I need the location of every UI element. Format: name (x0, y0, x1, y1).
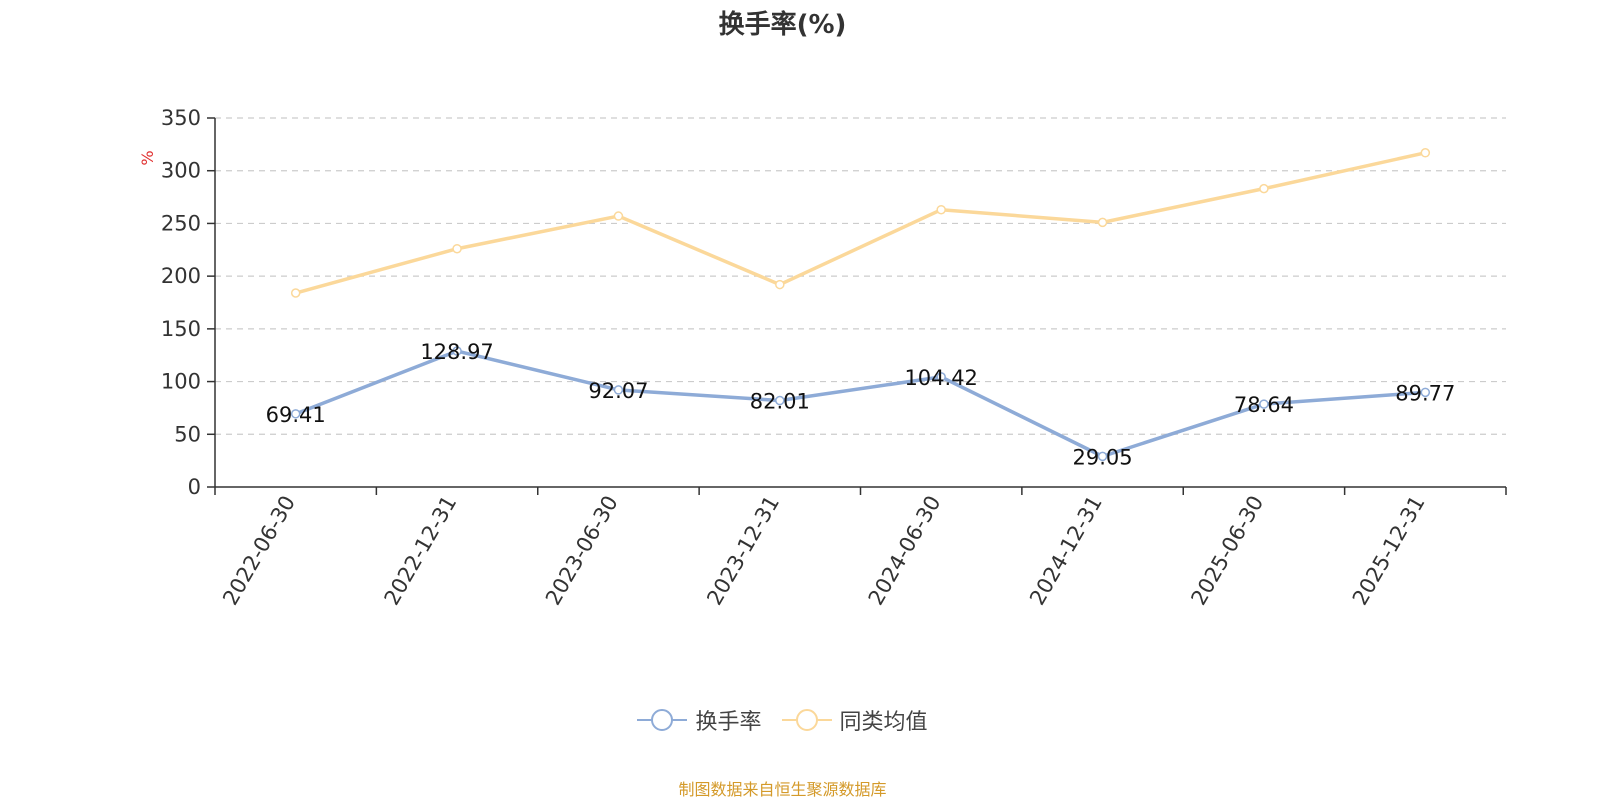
legend-label-turnover: 换手率 (695, 710, 762, 735)
data-point-peer-average (1259, 183, 1269, 194)
x-tick-label: 2023-06-30 (541, 492, 623, 610)
data-point-peer-average (452, 243, 462, 254)
data-point-turnover (1097, 451, 1108, 462)
data-label-turnover: 128.97 (420, 340, 493, 364)
x-tick-label: 2025-06-30 (1186, 492, 1268, 610)
y-tick-label: 50 (174, 422, 201, 446)
data-point-turnover (452, 346, 462, 356)
y-tick-label: 300 (161, 159, 201, 183)
data-point-turnover (290, 409, 301, 419)
x-tick-label: 2022-06-30 (218, 492, 300, 610)
legend-item-turnover[interactable]: 换手率 (637, 704, 762, 736)
data-point-peer-average (775, 279, 785, 290)
x-tick-label: 2023-12-31 (702, 492, 784, 610)
data-label-turnover: 89.77 (1395, 381, 1455, 405)
data-point-peer-average (290, 288, 301, 298)
x-tick-label: 2022-12-31 (380, 492, 462, 610)
x-tick-label: 2024-12-31 (1025, 492, 1107, 610)
data-point-turnover (613, 385, 624, 395)
data-point-peer-average (1420, 148, 1431, 158)
y-tick-label: 150 (161, 317, 201, 341)
data-label-turnover: 82.01 (750, 390, 810, 414)
data-label-turnover: 104.42 (904, 366, 977, 390)
x-tick-label: 2024-06-30 (864, 492, 946, 610)
data-label-turnover: 92.07 (588, 379, 648, 403)
legend: 换手率 同类均值 (0, 704, 1565, 736)
data-label-turnover: 29.05 (1073, 445, 1133, 469)
y-tick-label: 100 (161, 370, 201, 394)
data-point-turnover (1420, 387, 1431, 398)
legend-label-peer-average: 同类均值 (839, 710, 928, 735)
x-tick-label: 2025-12-31 (1348, 492, 1430, 610)
data-label-turnover: 78.64 (1234, 393, 1294, 417)
chart-title: 换手率(%) (718, 10, 847, 40)
data-point-turnover (1259, 399, 1269, 409)
data-point-peer-average (1097, 217, 1108, 228)
source-note: 制图数据来自恒生聚源数据库 (678, 780, 887, 799)
legend-item-peer-average[interactable]: 同类均值 (781, 704, 928, 736)
y-tick-label: 250 (161, 211, 201, 235)
y-tick-label: 350 (161, 106, 201, 130)
legend-marker-peer-average (781, 708, 832, 732)
series-line-turnover (295, 349, 1426, 459)
data-point-turnover (936, 372, 946, 382)
data-point-peer-average (936, 204, 946, 215)
data-point-peer-average (613, 211, 624, 221)
data-point-turnover (775, 395, 785, 406)
series-line-peer-average (295, 151, 1426, 295)
y-tick-label: 200 (161, 264, 201, 288)
y-axis-unit-label: % (138, 150, 157, 165)
y-tick-label: 0 (188, 475, 201, 499)
data-label-turnover: 69.41 (266, 403, 326, 427)
legend-marker-turnover (637, 708, 688, 732)
